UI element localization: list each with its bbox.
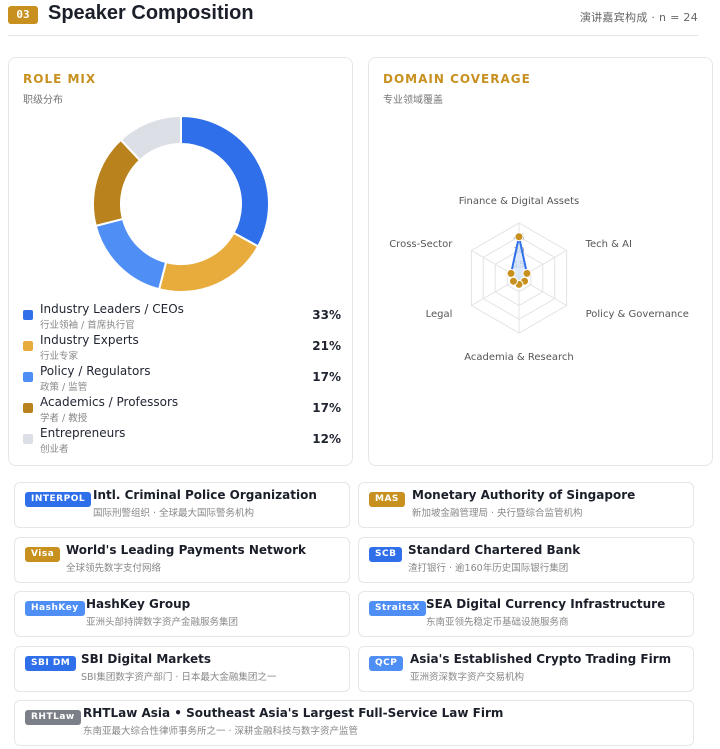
org-description: 东南亚领先稳定币基础设施服务商 [426,617,569,628]
legend-percent: 17% [312,370,341,384]
radar-axis-label: Finance & Digital Assets [459,196,580,207]
legend-swatch [23,372,33,382]
radar-axis-label: Academia & Research [464,352,573,363]
org-name: Monetary Authority of Singapore [412,488,636,502]
org-description: 亚洲资深数字资产交易机构 [410,672,525,683]
radar-axis-label: Legal [426,309,453,320]
radar-point [506,268,516,278]
org-name: HashKey Group [86,597,191,611]
radar-axis-label: Cross-Sector [389,239,453,250]
domain-coverage-title: DOMAIN COVERAGE [383,72,531,86]
org-card-sbi-dm: SBI DM SBI Digital Markets SBI集团数字资产部门 ·… [14,646,350,692]
page-title: Speaker Composition [48,2,254,24]
radar-point [522,268,532,278]
legend-percent: 17% [312,401,341,415]
legend-label: Policy / Regulators [40,364,151,378]
legend-item: Industry Leaders / CEOs 行业领袖 / 首席执行官 33% [23,302,341,333]
org-card-rhtlaw: RHTLaw RHTLaw Asia • Southeast Asia's La… [14,700,694,746]
legend-label: Industry Experts [40,333,139,347]
legend-sublabel: 创业者 [40,444,69,455]
org-badge: SCB [369,547,403,562]
org-description: 亚洲头部持牌数字资产金融服务集团 [86,617,239,628]
org-description: 渣打银行 · 逾160年历史国际银行集团 [408,563,569,574]
org-badge: HashKey [25,601,85,616]
role-mix-panel: ROLE MIX 职级分布 Industry Leaders / CEOs 行业… [8,57,353,466]
legend-swatch [23,341,33,351]
legend-sublabel: 学者 / 教授 [40,413,88,424]
org-card-qcp: QCP Asia's Established Crypto Trading Fi… [358,646,694,692]
org-name: Intl. Criminal Police Organization [93,488,317,502]
radar-point [508,276,518,286]
donut-slice [180,114,270,248]
role-donut-chart [92,114,270,293]
role-mix-title: ROLE MIX [23,72,97,86]
legend-item: Entrepreneurs 创业者 12% [23,426,341,457]
org-badge: StraitsX [369,601,426,616]
legend-percent: 12% [312,432,341,446]
legend-percent: 21% [312,339,341,353]
legend-swatch [23,310,33,320]
org-card-visa: Visa World's Leading Payments Network 全球… [14,537,350,583]
org-name: Standard Chartered Bank [408,543,581,557]
org-card-hashkey: HashKey HashKey Group 亚洲头部持牌数字资产金融服务集团 [14,591,350,637]
org-name: RHTLaw Asia • Southeast Asia's Largest F… [83,706,504,720]
org-badge: Visa [25,547,61,562]
legend-sublabel: 政策 / 监管 [40,382,88,393]
donut-slice [94,217,168,291]
legend-item: Industry Experts 行业专家 21% [23,333,341,364]
org-description: 国际刑警组织 · 全球最大国际警务机构 [93,508,255,519]
org-name: SEA Digital Currency Infrastructure [426,597,666,611]
legend-label: Industry Leaders / CEOs [40,302,184,316]
org-card-scb: SCB Standard Chartered Bank 渣打银行 · 逾160年… [358,537,694,583]
legend-percent: 33% [312,308,341,322]
org-name: SBI Digital Markets [81,652,211,666]
section-header: 03 Speaker Composition 演讲嘉宾构成 · n = 24 [8,0,698,36]
legend-label: Academics / Professors [40,395,179,409]
org-card-straitsx: StraitsX SEA Digital Currency Infrastruc… [358,591,694,637]
legend-item: Policy / Regulators 政策 / 监管 17% [23,364,341,395]
donut-slice [157,231,260,293]
legend-sublabel: 行业领袖 / 首席执行官 [40,320,135,331]
org-badge: SBI DM [25,656,77,671]
legend-item: Academics / Professors 学者 / 教授 17% [23,395,341,426]
radar-axis-label: Tech & AI [585,239,632,250]
legend-sublabel: 行业专家 [40,351,79,362]
page-meta: 演讲嘉宾构成 · n = 24 [579,11,698,24]
donut-slice [119,114,182,162]
org-badge: RHTLaw [25,710,81,725]
role-legend: Industry Leaders / CEOs 行业领袖 / 首席执行官 33%… [23,302,341,457]
org-badge: INTERPOL [25,492,92,507]
domain-coverage-subtitle: 专业领域覆盖 [383,95,443,106]
org-card-interpol: INTERPOL Intl. Criminal Police Organizat… [14,482,350,528]
org-name: World's Leading Payments Network [66,543,306,557]
org-description: SBI集团数字资产部门 · 日本最大金融集团之一 [81,672,277,683]
org-description: 全球领先数字支付网络 [66,563,162,574]
org-description: 新加坡金融管理局 · 央行暨综合监管机构 [412,508,583,519]
radar-point [514,232,524,242]
org-card-mas: MAS Monetary Authority of Singapore 新加坡金… [358,482,694,528]
legend-swatch [23,403,33,413]
org-badge: QCP [369,656,404,671]
org-name: Asia's Established Crypto Trading Firm [410,652,672,666]
section-number-badge: 03 [8,6,38,24]
role-mix-subtitle: 职级分布 [23,95,63,106]
org-badge: MAS [369,492,405,507]
legend-swatch [23,434,33,444]
radar-axis-label: Policy & Governance [586,309,689,320]
legend-label: Entrepreneurs [40,426,126,440]
org-description: 东南亚最大综合性律师事务所之一 · 深耕金融科技与数字资产监管 [83,726,359,737]
